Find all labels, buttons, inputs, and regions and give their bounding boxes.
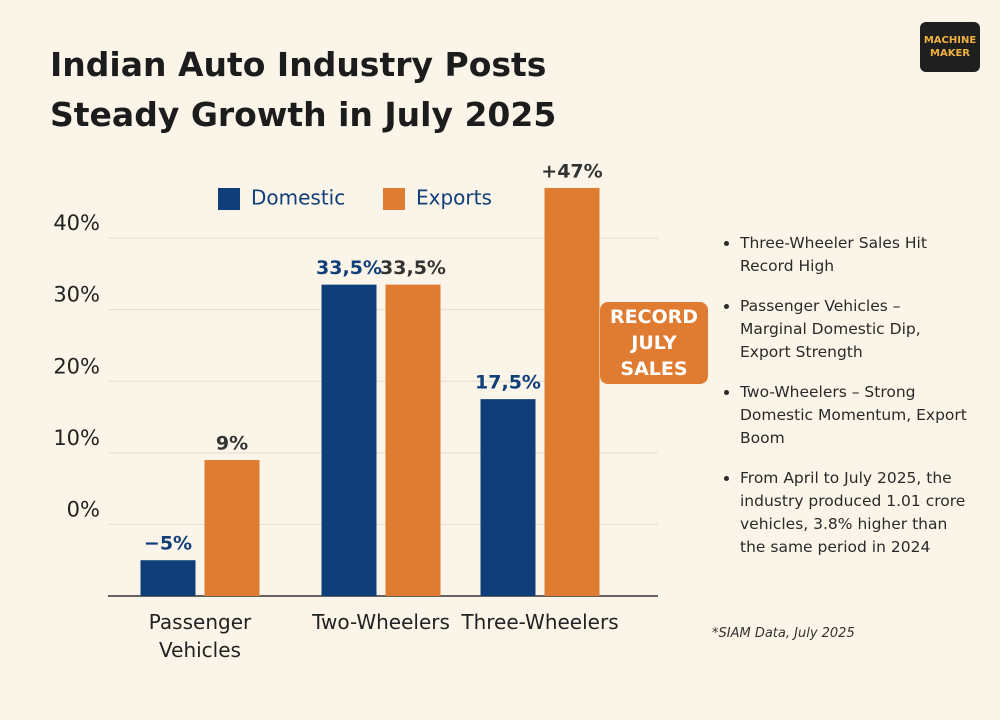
value-label: +47% [541, 160, 602, 182]
logo: MACHINE MAKER [920, 22, 980, 72]
y-tick-label: 10% [53, 426, 100, 450]
y-tick-label: 20% [53, 354, 100, 378]
value-label: 9% [216, 432, 248, 454]
bullet-item: From April to July 2025, the industry pr… [740, 467, 970, 559]
bullet-list: Three-Wheeler Sales Hit Record High Passe… [722, 232, 970, 576]
annotation-badge: RECORD JULY SALES [600, 302, 708, 384]
legend-label: Domestic [251, 186, 345, 210]
bullet-item: Passenger Vehicles – Marginal Domestic D… [740, 295, 970, 364]
bar [480, 399, 536, 596]
value-label: 33,5% [380, 257, 446, 279]
bar [321, 284, 377, 596]
bar [544, 187, 600, 596]
y-tick-label: 30% [53, 283, 100, 307]
x-tick-label: Passenger Vehicles [148, 610, 252, 662]
bullet-item: Two-Wheelers – Strong Domestic Momentum,… [740, 381, 970, 450]
bar [140, 560, 196, 596]
x-tick-label: Two-Wheelers [312, 610, 450, 634]
value-label: 33,5% [316, 257, 382, 279]
y-tick-label: 40% [53, 211, 100, 235]
source-note: *SIAM Data, July 2025 [712, 626, 855, 641]
y-tick-label: 0% [67, 497, 100, 521]
value-label: −5% [144, 533, 192, 555]
legend-swatch [383, 188, 405, 210]
bar [385, 284, 441, 596]
chart-title: Indian Auto Industry Posts Steady Growth… [50, 45, 557, 134]
value-label: 17,5% [475, 372, 541, 394]
bar [204, 459, 260, 596]
legend-swatch [218, 188, 240, 210]
bullet-item: Three-Wheeler Sales Hit Record High [740, 232, 970, 278]
x-tick-label: Three-Wheelers [461, 610, 619, 634]
legend-label: Exports [416, 186, 492, 210]
